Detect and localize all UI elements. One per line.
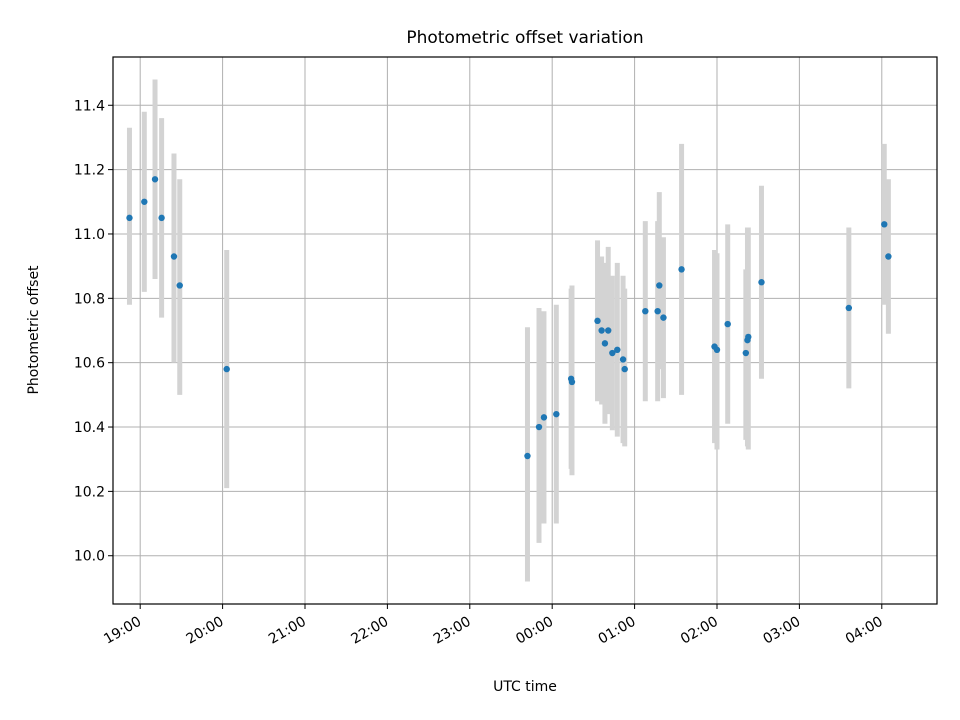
data-point <box>678 266 685 273</box>
data-point <box>126 214 133 222</box>
y-tick-label: 11.2 <box>74 163 105 179</box>
y-tick-label: 11.4 <box>74 98 105 114</box>
data-point <box>713 346 721 354</box>
data-point <box>742 349 750 357</box>
y-tick-label: 10.0 <box>74 549 105 565</box>
data-point <box>141 198 148 205</box>
data-point <box>654 307 661 315</box>
data-point <box>598 327 605 334</box>
data-point <box>619 356 627 363</box>
data-point <box>535 423 543 431</box>
data-point <box>614 346 621 354</box>
data-point <box>524 452 531 460</box>
y-tick-label: 10.6 <box>74 356 105 372</box>
y-tick-label: 11.0 <box>74 227 105 243</box>
data-point <box>605 327 612 334</box>
data-point <box>170 253 178 260</box>
y-tick-label: 10.4 <box>74 420 105 436</box>
data-point <box>758 279 765 286</box>
x-axis-label: UTC time <box>493 679 557 695</box>
data-point <box>656 282 663 289</box>
y-tick-label: 10.2 <box>74 484 105 500</box>
data-point <box>540 414 548 421</box>
point-layer <box>126 176 892 460</box>
plot-frame <box>112 56 938 605</box>
data-point <box>745 333 752 341</box>
data-point <box>553 410 560 418</box>
y-axis-label: Photometric offset <box>26 265 42 395</box>
data-point <box>845 304 853 312</box>
data-point <box>601 340 609 347</box>
y-tick-label: 10.8 <box>74 291 105 307</box>
data-point <box>223 365 230 373</box>
data-point <box>568 378 576 386</box>
data-point <box>642 307 649 315</box>
data-point <box>885 253 892 260</box>
data-point <box>660 314 667 321</box>
data-point <box>594 317 601 325</box>
data-point <box>176 282 183 289</box>
data-point <box>151 176 159 183</box>
chart-title: Photometric offset variation <box>406 28 643 48</box>
y-axis: 10.0 10.2 10.4 10.6 10.8 11.0 11.2 11.4 <box>74 98 113 565</box>
data-point <box>158 214 165 222</box>
data-point <box>724 320 731 328</box>
data-point <box>881 221 888 228</box>
data-point <box>609 349 616 357</box>
data-point <box>621 365 628 373</box>
